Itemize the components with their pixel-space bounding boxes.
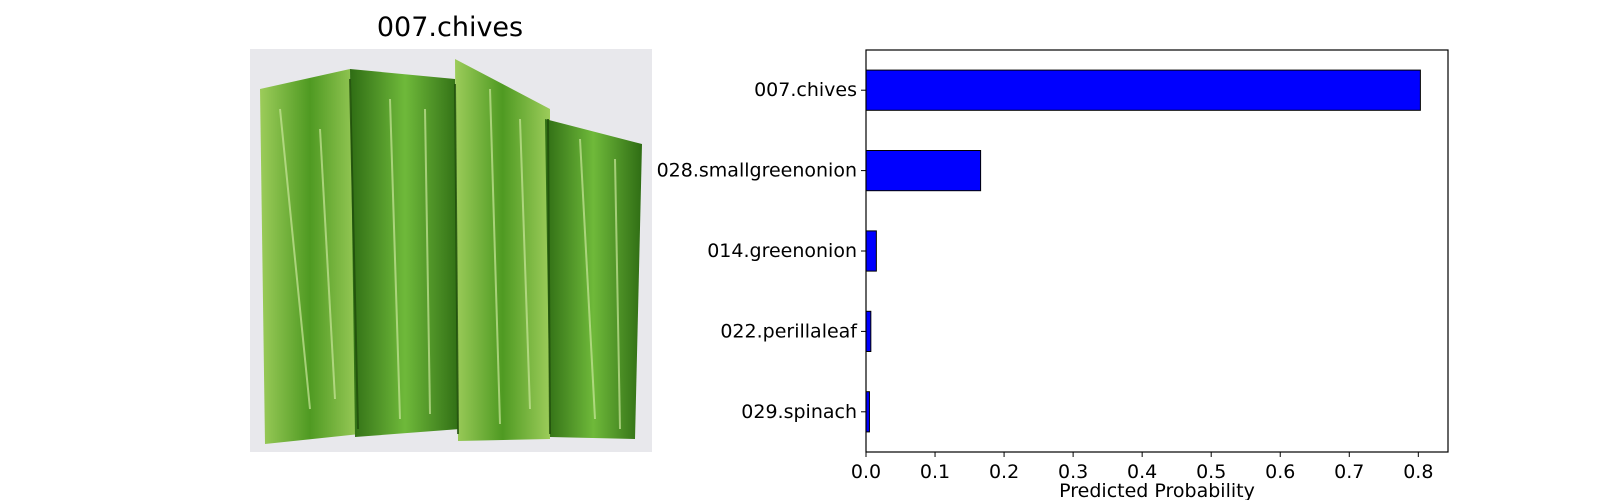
chives-photo [250,49,652,452]
image-title: 007.chives [376,12,524,43]
y-tick-label: 022.perillaleaf [720,320,858,342]
x-tick-label: 0.5 [1196,461,1226,483]
bar-028.smallgreenonion [865,150,982,192]
y-tick-label: 028.smallgreenonion [657,160,857,182]
x-tick-label: 0.7 [1334,461,1364,483]
plot-area-frame [865,49,1449,453]
x-tick-label: 0.3 [1058,461,1088,483]
y-tick-label: 007.chives [754,79,857,101]
x-tick-label: 0.0 [851,461,881,483]
bar-014.greenonion [865,230,877,272]
bar-022.perillaleaf [865,310,872,352]
x-tick-label: 0.4 [1127,461,1157,483]
x-axis-label: Predicted Probability [1059,480,1255,500]
y-tick-label: 014.greenonion [707,240,857,262]
x-tick-label: 0.6 [1265,461,1295,483]
x-tick-label: 0.1 [920,461,950,483]
y-tick-label: 029.spinach [741,401,857,423]
x-tick-label: 0.8 [1403,461,1433,483]
bar-007.chives [865,69,1421,111]
x-tick-label: 0.2 [989,461,1019,483]
